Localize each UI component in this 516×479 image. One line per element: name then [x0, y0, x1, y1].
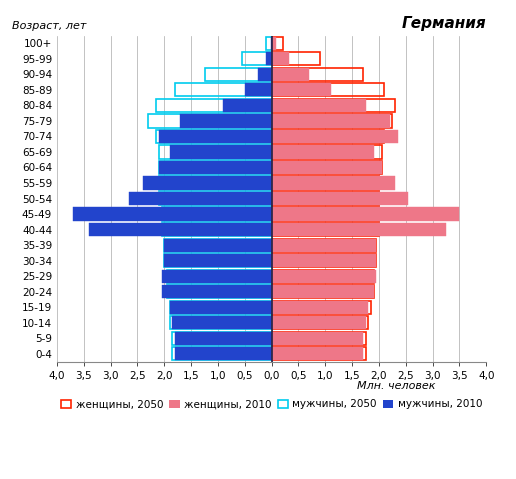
- Bar: [73, 207, 271, 221]
- Bar: [159, 145, 271, 159]
- Bar: [156, 99, 271, 112]
- Bar: [156, 130, 271, 143]
- Bar: [172, 347, 271, 360]
- Bar: [164, 239, 271, 252]
- Bar: [170, 301, 271, 314]
- Bar: [271, 68, 363, 81]
- Bar: [271, 52, 320, 66]
- Bar: [271, 285, 374, 298]
- Bar: [271, 223, 379, 236]
- Bar: [271, 301, 371, 314]
- Bar: [164, 239, 271, 252]
- Bar: [271, 192, 409, 205]
- Bar: [271, 347, 365, 360]
- Bar: [162, 207, 271, 221]
- Bar: [271, 254, 376, 267]
- Bar: [245, 83, 271, 96]
- Bar: [271, 270, 374, 283]
- Bar: [159, 161, 271, 174]
- Bar: [271, 145, 382, 159]
- Bar: [170, 145, 271, 159]
- Bar: [271, 347, 363, 360]
- Bar: [271, 145, 374, 159]
- Bar: [271, 176, 395, 190]
- Bar: [175, 347, 271, 360]
- Bar: [271, 114, 390, 127]
- Bar: [204, 68, 271, 81]
- Text: Германия: Германия: [401, 16, 486, 31]
- Bar: [271, 239, 376, 252]
- Bar: [167, 285, 271, 298]
- Bar: [271, 331, 363, 345]
- Bar: [271, 130, 384, 143]
- Bar: [271, 114, 392, 127]
- Bar: [143, 176, 271, 190]
- Bar: [271, 254, 376, 267]
- Bar: [266, 52, 271, 66]
- Bar: [271, 316, 365, 330]
- Bar: [175, 331, 271, 345]
- Bar: [271, 239, 376, 252]
- Bar: [270, 37, 271, 50]
- Bar: [181, 114, 271, 127]
- Bar: [89, 223, 271, 236]
- Bar: [170, 301, 271, 314]
- Bar: [271, 301, 368, 314]
- Bar: [271, 316, 368, 330]
- Bar: [148, 114, 271, 127]
- X-axis label: Млн. человек: Млн. человек: [357, 381, 436, 391]
- Bar: [271, 285, 374, 298]
- Bar: [223, 99, 271, 112]
- Bar: [271, 207, 379, 221]
- Bar: [271, 130, 398, 143]
- Bar: [175, 83, 271, 96]
- Bar: [271, 270, 376, 283]
- Bar: [164, 254, 271, 267]
- Bar: [164, 254, 271, 267]
- Bar: [271, 99, 365, 112]
- Legend: женщины, 2050, женщины, 2010, мужчины, 2050, мужчины, 2010: женщины, 2050, женщины, 2010, мужчины, 2…: [57, 395, 486, 413]
- Bar: [242, 52, 271, 66]
- Bar: [271, 161, 382, 174]
- Bar: [271, 83, 331, 96]
- Bar: [271, 223, 446, 236]
- Bar: [271, 192, 379, 205]
- Bar: [159, 130, 271, 143]
- Bar: [271, 68, 309, 81]
- Bar: [162, 270, 271, 283]
- Bar: [258, 68, 271, 81]
- Bar: [162, 285, 271, 298]
- Bar: [271, 99, 395, 112]
- Bar: [167, 270, 271, 283]
- Bar: [271, 176, 379, 190]
- Bar: [172, 316, 271, 330]
- Bar: [130, 192, 271, 205]
- Bar: [271, 161, 382, 174]
- Bar: [172, 331, 271, 345]
- Text: Возраст, лет: Возраст, лет: [12, 21, 86, 31]
- Bar: [170, 316, 271, 330]
- Bar: [162, 223, 271, 236]
- Bar: [271, 83, 384, 96]
- Bar: [271, 37, 283, 50]
- Bar: [271, 207, 459, 221]
- Bar: [266, 37, 271, 50]
- Bar: [159, 161, 271, 174]
- Bar: [159, 176, 271, 190]
- Bar: [271, 37, 277, 50]
- Bar: [271, 331, 365, 345]
- Bar: [159, 192, 271, 205]
- Bar: [271, 52, 289, 66]
